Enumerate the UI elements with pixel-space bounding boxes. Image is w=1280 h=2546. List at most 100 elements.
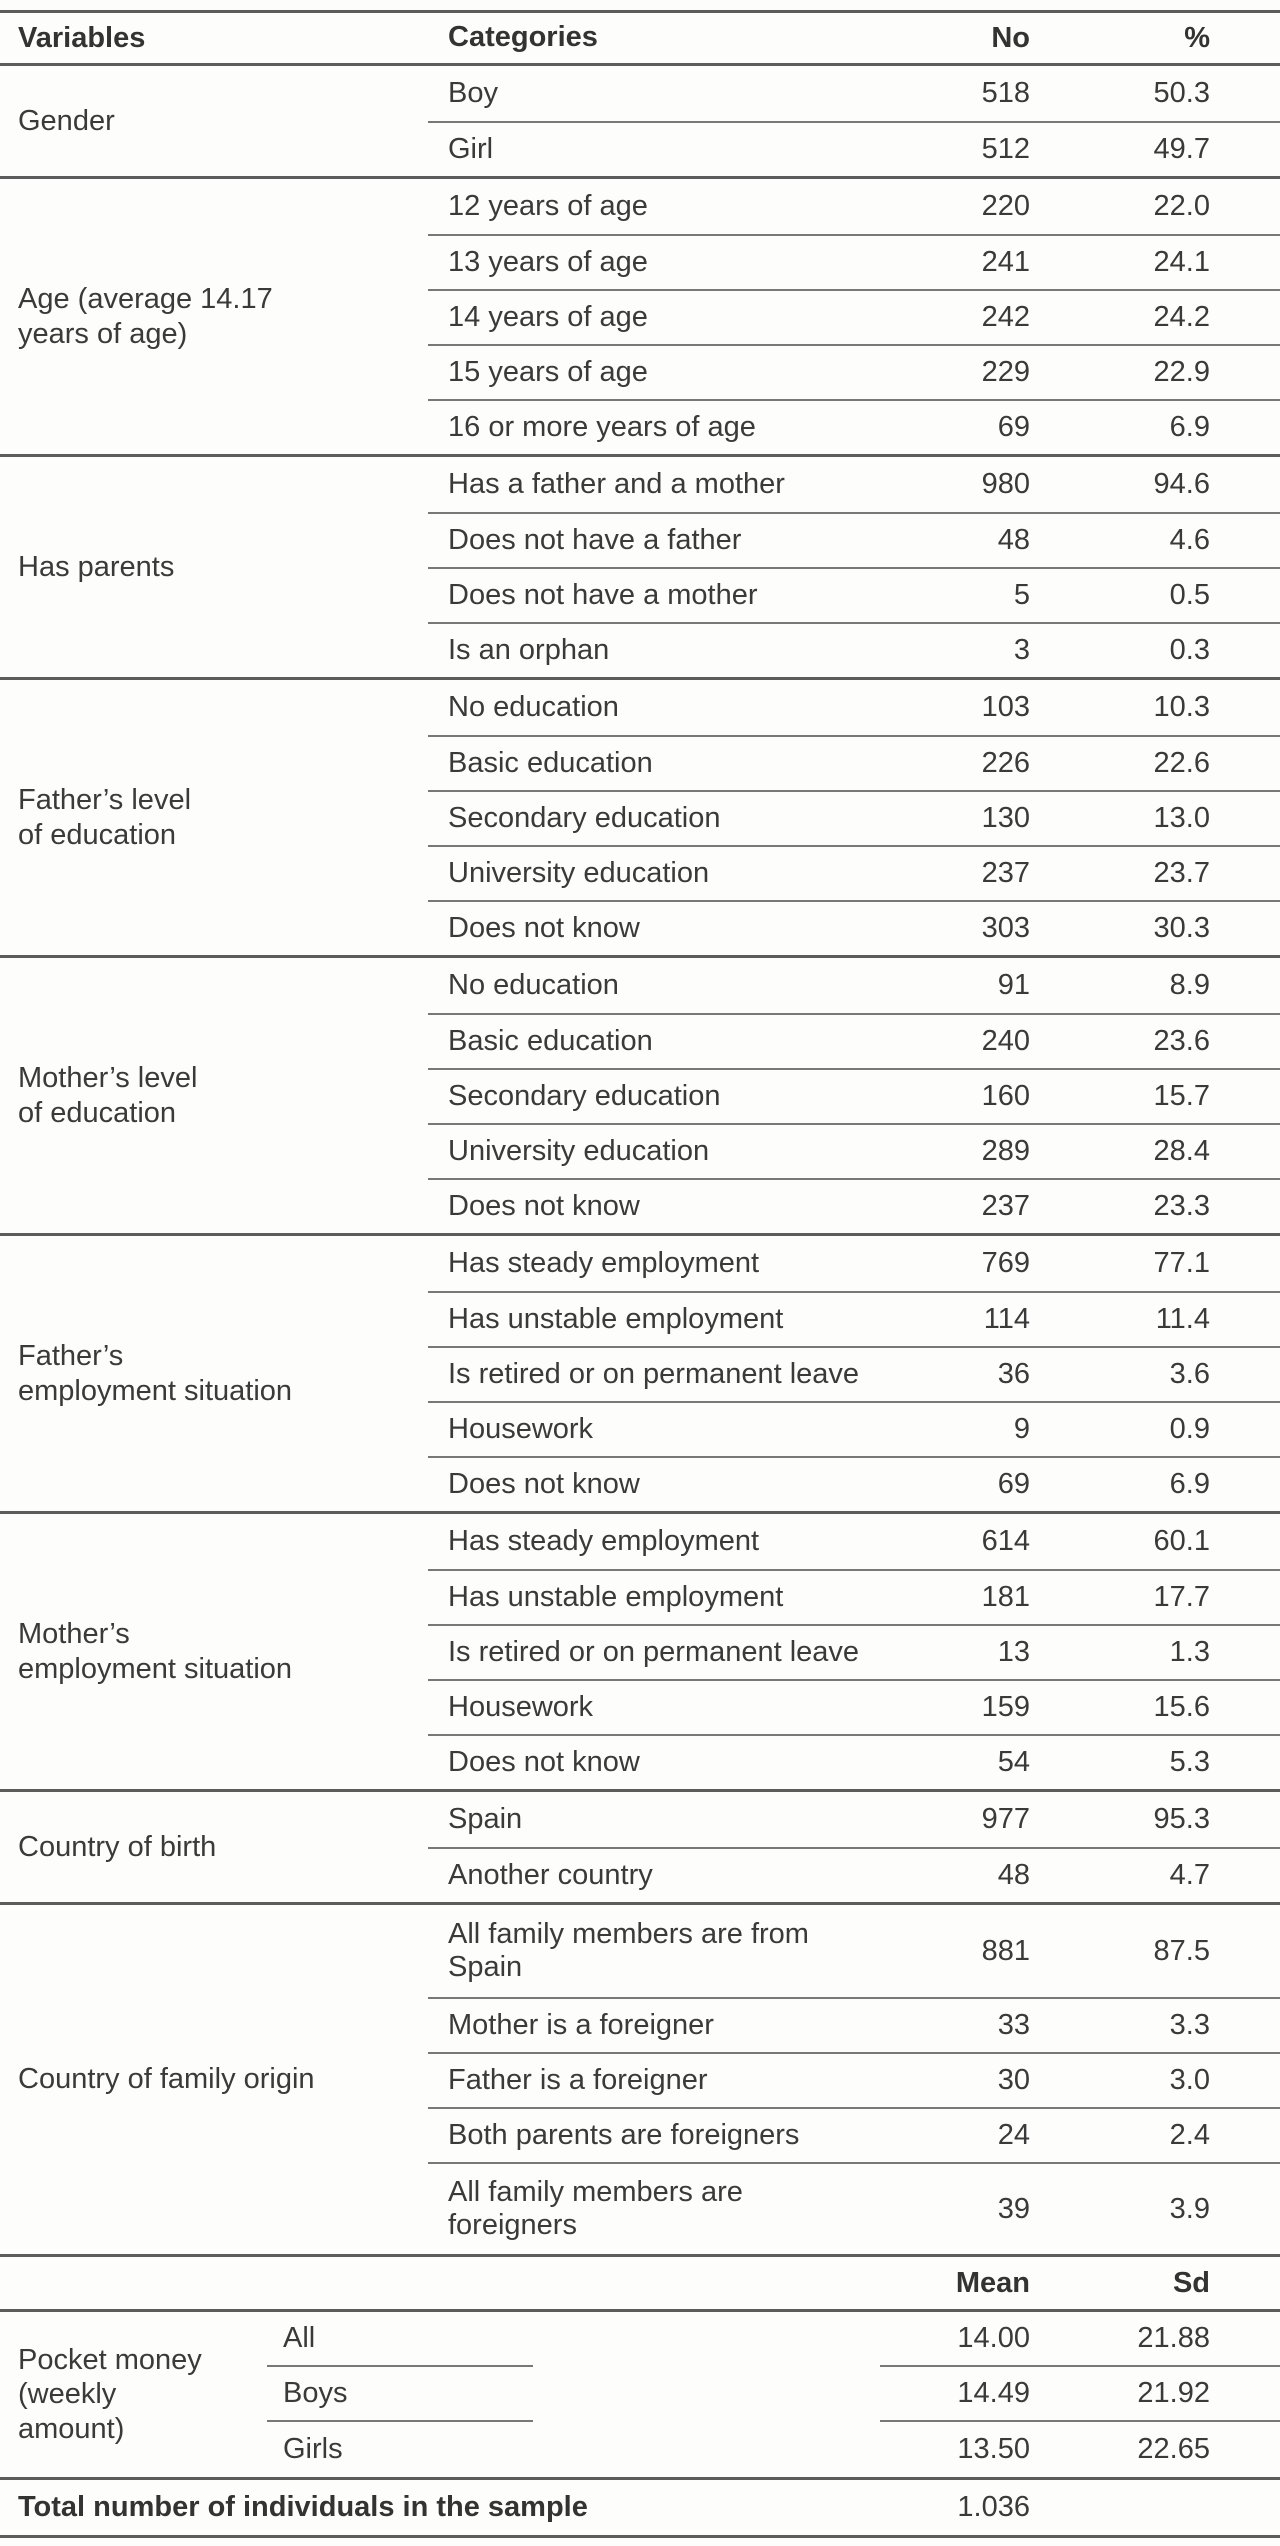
category-cell: 13 years of age — [448, 245, 648, 278]
category-cell: Does not know — [448, 911, 640, 944]
section-mother-education: Mother’s level of education No education… — [0, 958, 1280, 1236]
subgroup-cell: Girls — [283, 2433, 343, 2465]
count-cell: 48 — [997, 1859, 1030, 1891]
percent-cell: 3.0 — [1169, 2064, 1210, 2096]
count-cell: 54 — [997, 1746, 1030, 1778]
category-cell: Has unstable employment — [448, 1302, 784, 1335]
table-row: Girl 512 49.7 — [428, 121, 1280, 176]
percent-cell: 95.3 — [1153, 1803, 1210, 1835]
section-rows: Has steady employment 614 60.1 Has unsta… — [428, 1514, 1280, 1789]
count-cell: 30 — [997, 2064, 1030, 2096]
percent-cell: 10.3 — [1153, 691, 1210, 723]
table-row: Girls 13.50 22.65 — [267, 2422, 1280, 2477]
percent-cell: 1.3 — [1169, 1636, 1210, 1668]
section-rows: No education 91 8.9 Basic education 240 … — [428, 958, 1280, 1233]
count-cell: 130 — [981, 802, 1030, 834]
table-row: All family members are from Spain 881 87… — [428, 1905, 1280, 1997]
table-row: All family members are foreigners 39 3.9 — [428, 2162, 1280, 2254]
header-percent: % — [1184, 21, 1210, 54]
category-cell: Housework — [448, 1412, 594, 1445]
count-cell: 240 — [981, 1025, 1030, 1057]
count-cell: 48 — [997, 524, 1030, 556]
percent-cell: 0.3 — [1169, 634, 1210, 666]
table-row: Both parents are foreigners 24 2.4 — [428, 2107, 1280, 2162]
category-cell: Basic education — [448, 1024, 653, 1057]
table-row: Does not know 54 5.3 — [428, 1734, 1280, 1789]
category-cell: Is retired or on permanent leave — [448, 1357, 860, 1390]
percent-cell: 11.4 — [1155, 1303, 1210, 1335]
mean-cell: 14.00 — [957, 2322, 1030, 2354]
section-gender: Gender Boy 518 50.3 Girl 512 49.7 — [0, 66, 1280, 179]
count-cell: 518 — [981, 77, 1030, 109]
category-cell: Does not know — [448, 1745, 640, 1778]
section-rows: All 14.00 21.88 Boys 14.49 21.92 — [267, 2312, 1280, 2477]
count-cell: 13 — [997, 1636, 1030, 1668]
value-cells: 14.00 21.88 — [880, 2312, 1280, 2367]
percent-cell: 23.6 — [1153, 1025, 1210, 1057]
count-cell: 159 — [981, 1691, 1030, 1723]
percent-cell: 4.7 — [1169, 1859, 1210, 1891]
category-cell: Girl — [448, 132, 494, 165]
category-cell: Father is a foreigner — [448, 2063, 708, 2096]
count-cell: 9 — [1013, 1413, 1030, 1445]
category-cell: Is an orphan — [448, 633, 610, 666]
table-row: Basic education 226 22.6 — [428, 735, 1280, 790]
percent-cell: 24.2 — [1153, 301, 1210, 333]
count-cell: 980 — [981, 468, 1030, 500]
variable-label: Country of family origin — [18, 2063, 315, 2096]
mean-cell: 13.50 — [957, 2433, 1030, 2465]
mean-cell: 14.49 — [957, 2377, 1030, 2409]
table-row: Is retired or on permanent leave 13 1.3 — [428, 1624, 1280, 1679]
percent-cell: 6.9 — [1169, 411, 1210, 443]
category-cell: Is retired or on permanent leave — [448, 1635, 860, 1668]
section-pocket-money: Pocket money (weekly amount) All 14.00 2… — [0, 2312, 1280, 2480]
row-gap — [533, 2422, 880, 2477]
percent-cell: 24.1 — [1153, 246, 1210, 278]
table-row: University education 237 23.7 — [428, 845, 1280, 900]
table-row: Secondary education 130 13.0 — [428, 790, 1280, 845]
sd-cell: 21.92 — [1137, 2377, 1210, 2409]
table-row: Does not know 69 6.9 — [428, 1456, 1280, 1511]
table-row: Has unstable employment 181 17.7 — [428, 1569, 1280, 1624]
category-cell: Secondary education — [448, 801, 721, 834]
category-cell: University education — [448, 1134, 710, 1167]
count-cell: 512 — [981, 133, 1030, 165]
percent-cell: 3.3 — [1169, 2009, 1210, 2041]
variable-label: Has parents — [18, 550, 175, 583]
row-gap — [533, 2312, 880, 2367]
table-row: 16 or more years of age 69 6.9 — [428, 399, 1280, 454]
variable-label: Gender — [18, 104, 115, 137]
row-gap — [533, 2367, 880, 2422]
demographics-table: Variables Categories No % Gender Boy 518… — [0, 10, 1280, 2538]
table-row: 12 years of age 220 22.0 — [428, 179, 1280, 234]
category-cell: Mother is a foreigner — [448, 2008, 714, 2041]
percent-cell: 3.9 — [1169, 2192, 1210, 2225]
count-cell: 769 — [981, 1247, 1030, 1279]
count-cell: 69 — [997, 411, 1030, 443]
table-row: Father is a foreigner 30 3.0 — [428, 2052, 1280, 2107]
count-cell: 103 — [981, 691, 1030, 723]
count-cell: 36 — [997, 1358, 1030, 1390]
count-cell: 289 — [981, 1135, 1030, 1167]
section-country-of-family-origin: Country of family origin All family memb… — [0, 1905, 1280, 2257]
subgroup-cell: Boys — [267, 2367, 533, 2422]
table-row: Secondary education 160 15.7 — [428, 1068, 1280, 1123]
percent-cell: 5.3 — [1169, 1746, 1210, 1778]
percent-cell: 13.0 — [1153, 802, 1210, 834]
count-cell: 303 — [981, 912, 1030, 944]
table-row: Boys 14.49 21.92 — [267, 2367, 1280, 2422]
category-cell: No education — [448, 690, 619, 723]
table-row: Does not have a father 48 4.6 — [428, 512, 1280, 567]
percent-cell: 0.5 — [1169, 579, 1210, 611]
table-row: Another country 48 4.7 — [428, 1847, 1280, 1902]
percent-cell: 87.5 — [1153, 1934, 1210, 1967]
category-cell: Has a father and a mother — [448, 467, 785, 500]
table-row: Spain 977 95.3 — [428, 1792, 1280, 1847]
count-cell: 614 — [981, 1525, 1030, 1557]
table-row: Has steady employment 769 77.1 — [428, 1236, 1280, 1291]
table-row: Housework 159 15.6 — [428, 1679, 1280, 1734]
percent-cell: 17.7 — [1153, 1581, 1210, 1613]
count-cell: 5 — [1013, 579, 1030, 611]
value-cells: 14.49 21.92 — [880, 2367, 1280, 2422]
